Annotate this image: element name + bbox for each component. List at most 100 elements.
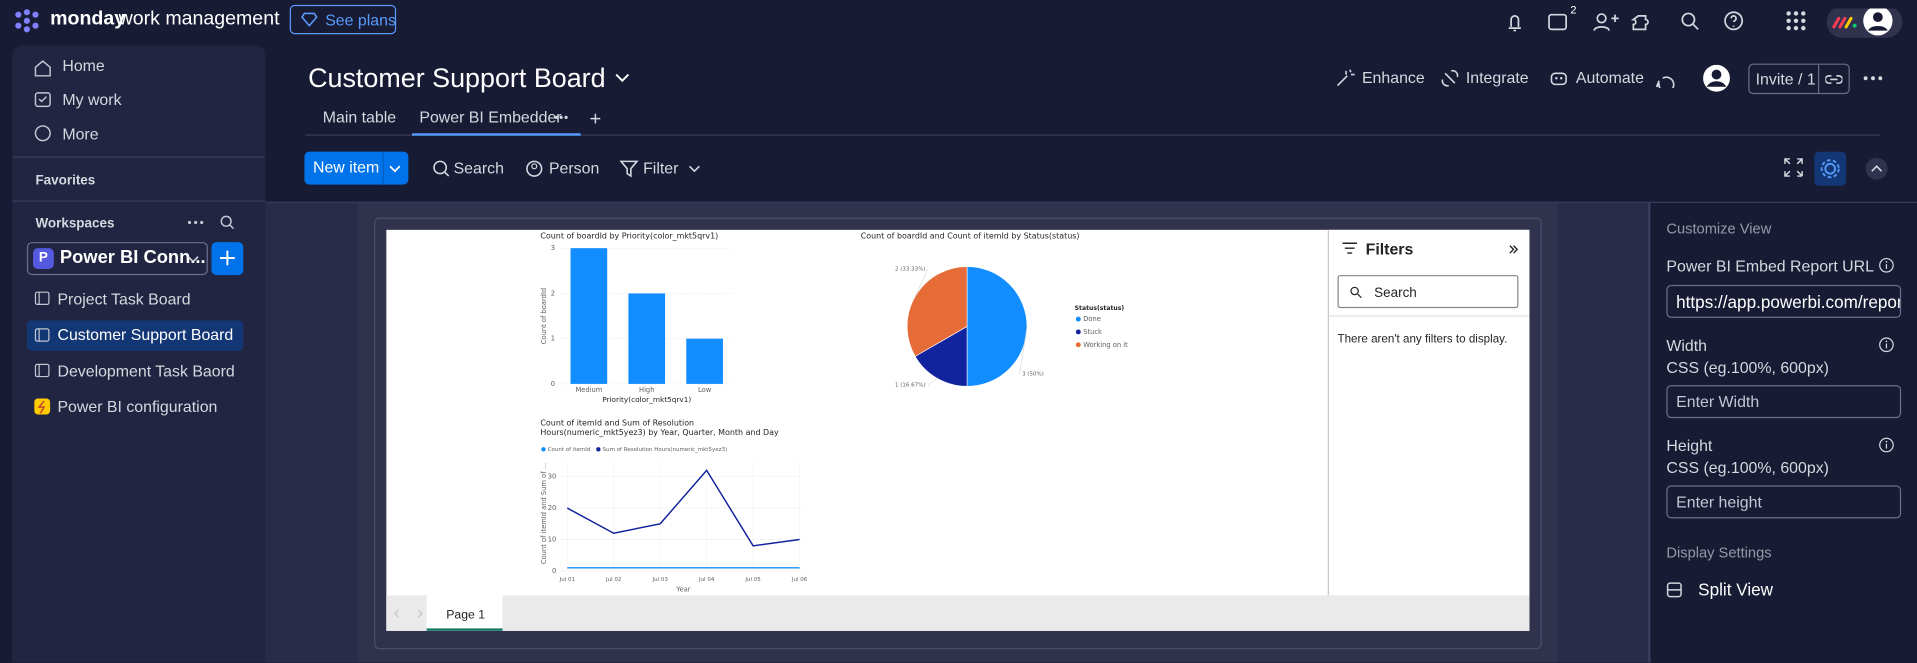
leader-line [1019,326,1028,375]
chevron [389,165,401,173]
divider [1817,64,1820,93]
x-tick-label: Low [698,386,712,394]
info-icons[interactable] [1878,257,1895,453]
y-tick-label: 30 [548,473,557,481]
title-chevron[interactable] [615,72,630,84]
legend-title: Status(status) [1075,305,1125,312]
pie-slice [906,266,968,357]
filters-search-text: Search [1374,286,1417,301]
top-icons[interactable] [1501,8,1904,38]
workspaces: Workspaces [35,216,115,232]
x-tick-label: Jul 03 [651,577,668,583]
legend-label: Count of itemId [548,447,591,453]
more-icon[interactable] [1862,73,1884,83]
action[interactable]: Integrate [1465,68,1529,87]
legend-swatch [1075,316,1081,322]
y-axis-label: Count of itemId and Sum of ... [540,463,548,564]
nav-item[interactable]: More [62,124,99,144]
chart-title: Count of itemId and Sum of Resolution Ho… [540,418,779,438]
board-link[interactable]: Project Task Board [57,289,191,309]
field-label: Height [1666,436,1713,455]
leader-line [914,268,929,297]
invite-button[interactable]: Invite / 1 [1748,63,1850,95]
logo [15,9,39,33]
x-tick-label: Jul 02 [605,577,621,583]
add-button[interactable] [211,242,244,276]
nav-item[interactable]: Home [62,56,105,75]
page-nav[interactable] [392,609,424,619]
x-axis-label: Priority(color_mkt5qrv1) [602,395,691,404]
collapse-icon[interactable] [1509,245,1519,255]
x-tick-label: Medium [575,386,602,394]
x-axis-label: Year [675,585,690,593]
divider [1328,315,1530,317]
y-tick-label: 0 [551,380,555,388]
search-icon [1350,286,1362,299]
divider [382,151,384,185]
x-tick-label: Jul 06 [791,577,808,583]
view-controls[interactable] [1783,151,1893,186]
placeholder: Enter height [1676,492,1762,512]
divider [265,201,1917,203]
line-series [566,469,800,547]
legend-label: Stuck [1083,328,1102,336]
y-tick-label: 3 [551,244,555,252]
board-icons [34,291,51,415]
action[interactable]: Enhance [1361,68,1425,87]
data-label: 3 (50%) [1022,372,1044,378]
new-item-button[interactable]: New item [304,151,409,185]
favorites[interactable]: Favorites [35,173,96,189]
tool[interactable]: Filter [643,158,679,178]
tool[interactable]: Search [453,158,504,178]
x-tick-label: High [639,386,654,394]
chart-title: Count of boardId by Priority(color_mkt5q… [540,231,718,240]
nav-item[interactable]: My work [62,90,122,109]
tab[interactable]: Main table [322,107,397,126]
field-hint: CSS (eg.100%, 600px) [1666,458,1829,477]
link-icon [1825,75,1843,84]
active-tab-underline [412,133,581,136]
workspace-select[interactable]: P Power BI Conn... [26,242,208,276]
invite: Invite / 1 [1755,69,1816,89]
legend-label: Sum of Resolution Hours(numeric_mkt5yez3… [603,447,728,453]
filters-search[interactable]: Search [1337,275,1519,309]
tool[interactable]: Person [548,158,600,178]
page-tab[interactable]: Page 1 [426,595,503,631]
y-axis-label: Count of boardId [540,288,548,344]
bar [686,338,723,384]
legend-swatch [596,447,601,452]
filters-empty: There aren't any filters to display. [1337,332,1508,346]
split-view[interactable]: Split View [1698,579,1774,600]
y-tick-label: 2 [551,289,555,297]
pie-slice [966,266,1028,387]
data-label: 2 (33.33%) [895,266,926,272]
board-link[interactable]: Power BI configuration [57,397,218,416]
plus-icon [220,250,235,266]
see-plans-button[interactable]: See plans [289,4,397,35]
tab-tools[interactable] [554,110,605,127]
page-tab-label: Page 1 [446,608,486,623]
action[interactable]: Automate [1575,68,1644,87]
board-link[interactable]: Development Task Baord [57,361,235,381]
workspace-tools[interactable] [186,214,237,231]
chart-title: Count of boardId and Count of itemId by … [861,231,1080,240]
height-input[interactable]: Enter height [1666,485,1902,519]
split-icon [1666,582,1682,598]
y-tick-label: 10 [548,536,557,544]
tab[interactable]: Power BI Embedder [419,107,562,126]
workspace-initial: P [33,248,54,269]
panel-title: Customize View [1666,220,1772,238]
field-label: Power BI Embed Report URL [1666,256,1874,276]
url-input[interactable]: https://app.powerbi.com/reportl [1666,284,1902,318]
new-item: New item [312,157,380,177]
board-link[interactable]: Customer Support Board [57,325,234,344]
filters-title: Filters [1365,239,1414,258]
filter-icon [1342,242,1358,254]
selected-board [26,320,244,351]
legend-label: Working on it [1083,341,1128,349]
field-label: Width [1666,336,1708,355]
width-input[interactable]: Enter Width [1666,385,1902,419]
avatar[interactable] [1703,64,1730,92]
